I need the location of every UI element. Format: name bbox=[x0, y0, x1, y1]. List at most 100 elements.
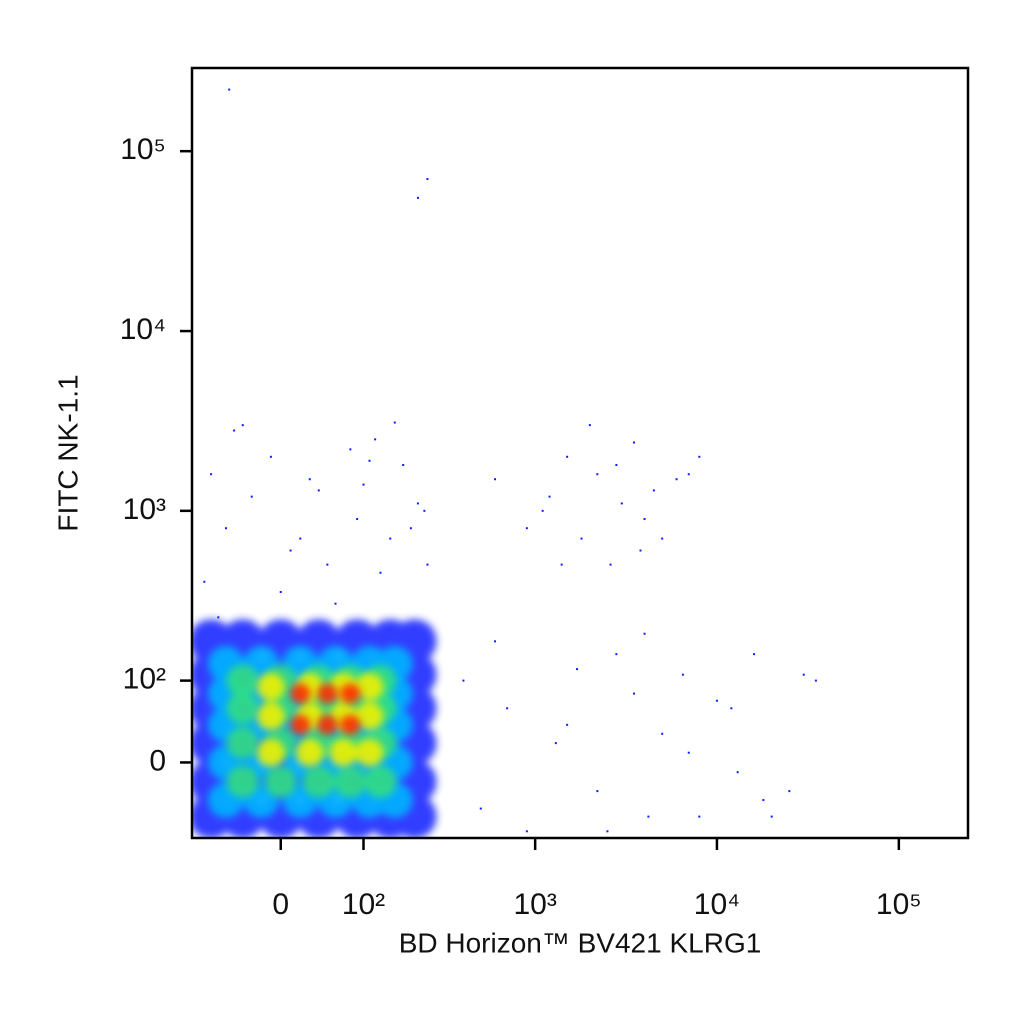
event-point bbox=[814, 679, 817, 682]
density-point bbox=[226, 692, 259, 725]
event-point bbox=[615, 464, 618, 467]
event-point bbox=[426, 563, 429, 566]
event-point bbox=[308, 478, 311, 481]
event-point bbox=[389, 537, 392, 540]
event-point bbox=[250, 495, 253, 498]
event-point bbox=[588, 424, 591, 427]
event-point bbox=[402, 464, 405, 467]
event-point bbox=[736, 771, 739, 774]
event-point bbox=[368, 459, 371, 462]
y-tick-label: 10⁴ bbox=[120, 313, 166, 346]
density-point bbox=[364, 765, 397, 798]
event-point bbox=[203, 580, 206, 583]
event-point bbox=[379, 571, 382, 574]
event-point bbox=[462, 679, 465, 682]
y-tick-label: 0 bbox=[149, 744, 166, 777]
event-point bbox=[609, 563, 612, 566]
density-layer bbox=[203, 88, 817, 833]
event-point bbox=[289, 549, 292, 552]
density-point bbox=[334, 765, 367, 798]
event-point bbox=[580, 537, 583, 540]
event-point bbox=[217, 616, 220, 619]
event-point bbox=[715, 699, 718, 702]
x-tick-label: 10⁵ bbox=[876, 888, 922, 921]
event-point bbox=[210, 473, 213, 476]
density-point bbox=[256, 672, 285, 701]
event-point bbox=[349, 448, 352, 451]
event-point bbox=[698, 455, 701, 458]
event-point bbox=[770, 815, 773, 818]
event-point bbox=[615, 653, 618, 656]
plot-frame bbox=[190, 66, 970, 840]
y-tick-label: 10³ bbox=[123, 493, 166, 526]
density-point bbox=[290, 714, 311, 735]
event-point bbox=[224, 527, 227, 530]
y-tick-label: 10⁵ bbox=[120, 133, 166, 166]
event-point bbox=[423, 509, 426, 512]
event-point bbox=[356, 518, 359, 521]
event-point bbox=[494, 640, 497, 643]
event-point bbox=[762, 799, 765, 802]
x-tick-label: 10⁴ bbox=[694, 888, 740, 921]
density-point bbox=[256, 738, 285, 767]
event-point bbox=[416, 502, 419, 505]
event-point bbox=[426, 178, 429, 181]
event-point bbox=[326, 563, 329, 566]
event-point bbox=[506, 707, 509, 710]
event-point bbox=[525, 527, 528, 530]
event-point bbox=[802, 673, 805, 676]
event-point bbox=[633, 692, 636, 695]
event-point bbox=[554, 742, 557, 745]
event-point bbox=[334, 602, 337, 605]
event-point bbox=[620, 502, 623, 505]
event-point bbox=[241, 424, 244, 427]
event-point bbox=[525, 830, 528, 833]
event-point bbox=[560, 563, 563, 566]
density-point bbox=[226, 727, 259, 760]
density-point bbox=[340, 714, 361, 735]
event-point bbox=[647, 815, 650, 818]
density-point bbox=[226, 765, 259, 798]
event-point bbox=[687, 751, 690, 754]
event-point bbox=[652, 489, 655, 492]
event-point bbox=[753, 653, 756, 656]
event-point bbox=[606, 830, 609, 833]
event-point bbox=[362, 483, 365, 486]
event-point bbox=[228, 88, 231, 91]
density-point bbox=[264, 765, 297, 798]
event-point bbox=[479, 807, 482, 810]
density-point bbox=[355, 738, 384, 767]
event-point bbox=[279, 590, 282, 593]
event-point bbox=[393, 421, 396, 424]
event-point bbox=[269, 455, 272, 458]
event-point bbox=[596, 790, 599, 793]
density-point bbox=[290, 683, 311, 704]
x-tick-label: 0 bbox=[272, 888, 289, 921]
density-point bbox=[329, 738, 358, 767]
event-point bbox=[675, 478, 678, 481]
event-point bbox=[317, 489, 320, 492]
event-point bbox=[661, 732, 664, 735]
event-point bbox=[633, 441, 636, 444]
event-point bbox=[494, 478, 497, 481]
y-axis-title: FITC NK-1.1 bbox=[52, 374, 83, 531]
event-point bbox=[681, 673, 684, 676]
density-point bbox=[256, 702, 285, 731]
event-point bbox=[409, 527, 412, 530]
density-point bbox=[340, 683, 361, 704]
event-point bbox=[643, 518, 646, 521]
y-tick-label: 10² bbox=[123, 663, 166, 696]
event-point bbox=[233, 429, 236, 432]
density-point bbox=[302, 765, 335, 798]
density-point bbox=[355, 672, 384, 701]
x-tick-label: 10³ bbox=[513, 888, 556, 921]
event-point bbox=[566, 723, 569, 726]
event-point bbox=[299, 537, 302, 540]
density-point bbox=[317, 714, 338, 735]
event-point bbox=[788, 790, 791, 793]
density-point bbox=[355, 702, 384, 731]
marks bbox=[192, 88, 817, 838]
x-axis-title: BD Horizon™ BV421 KLRG1 bbox=[399, 927, 762, 958]
